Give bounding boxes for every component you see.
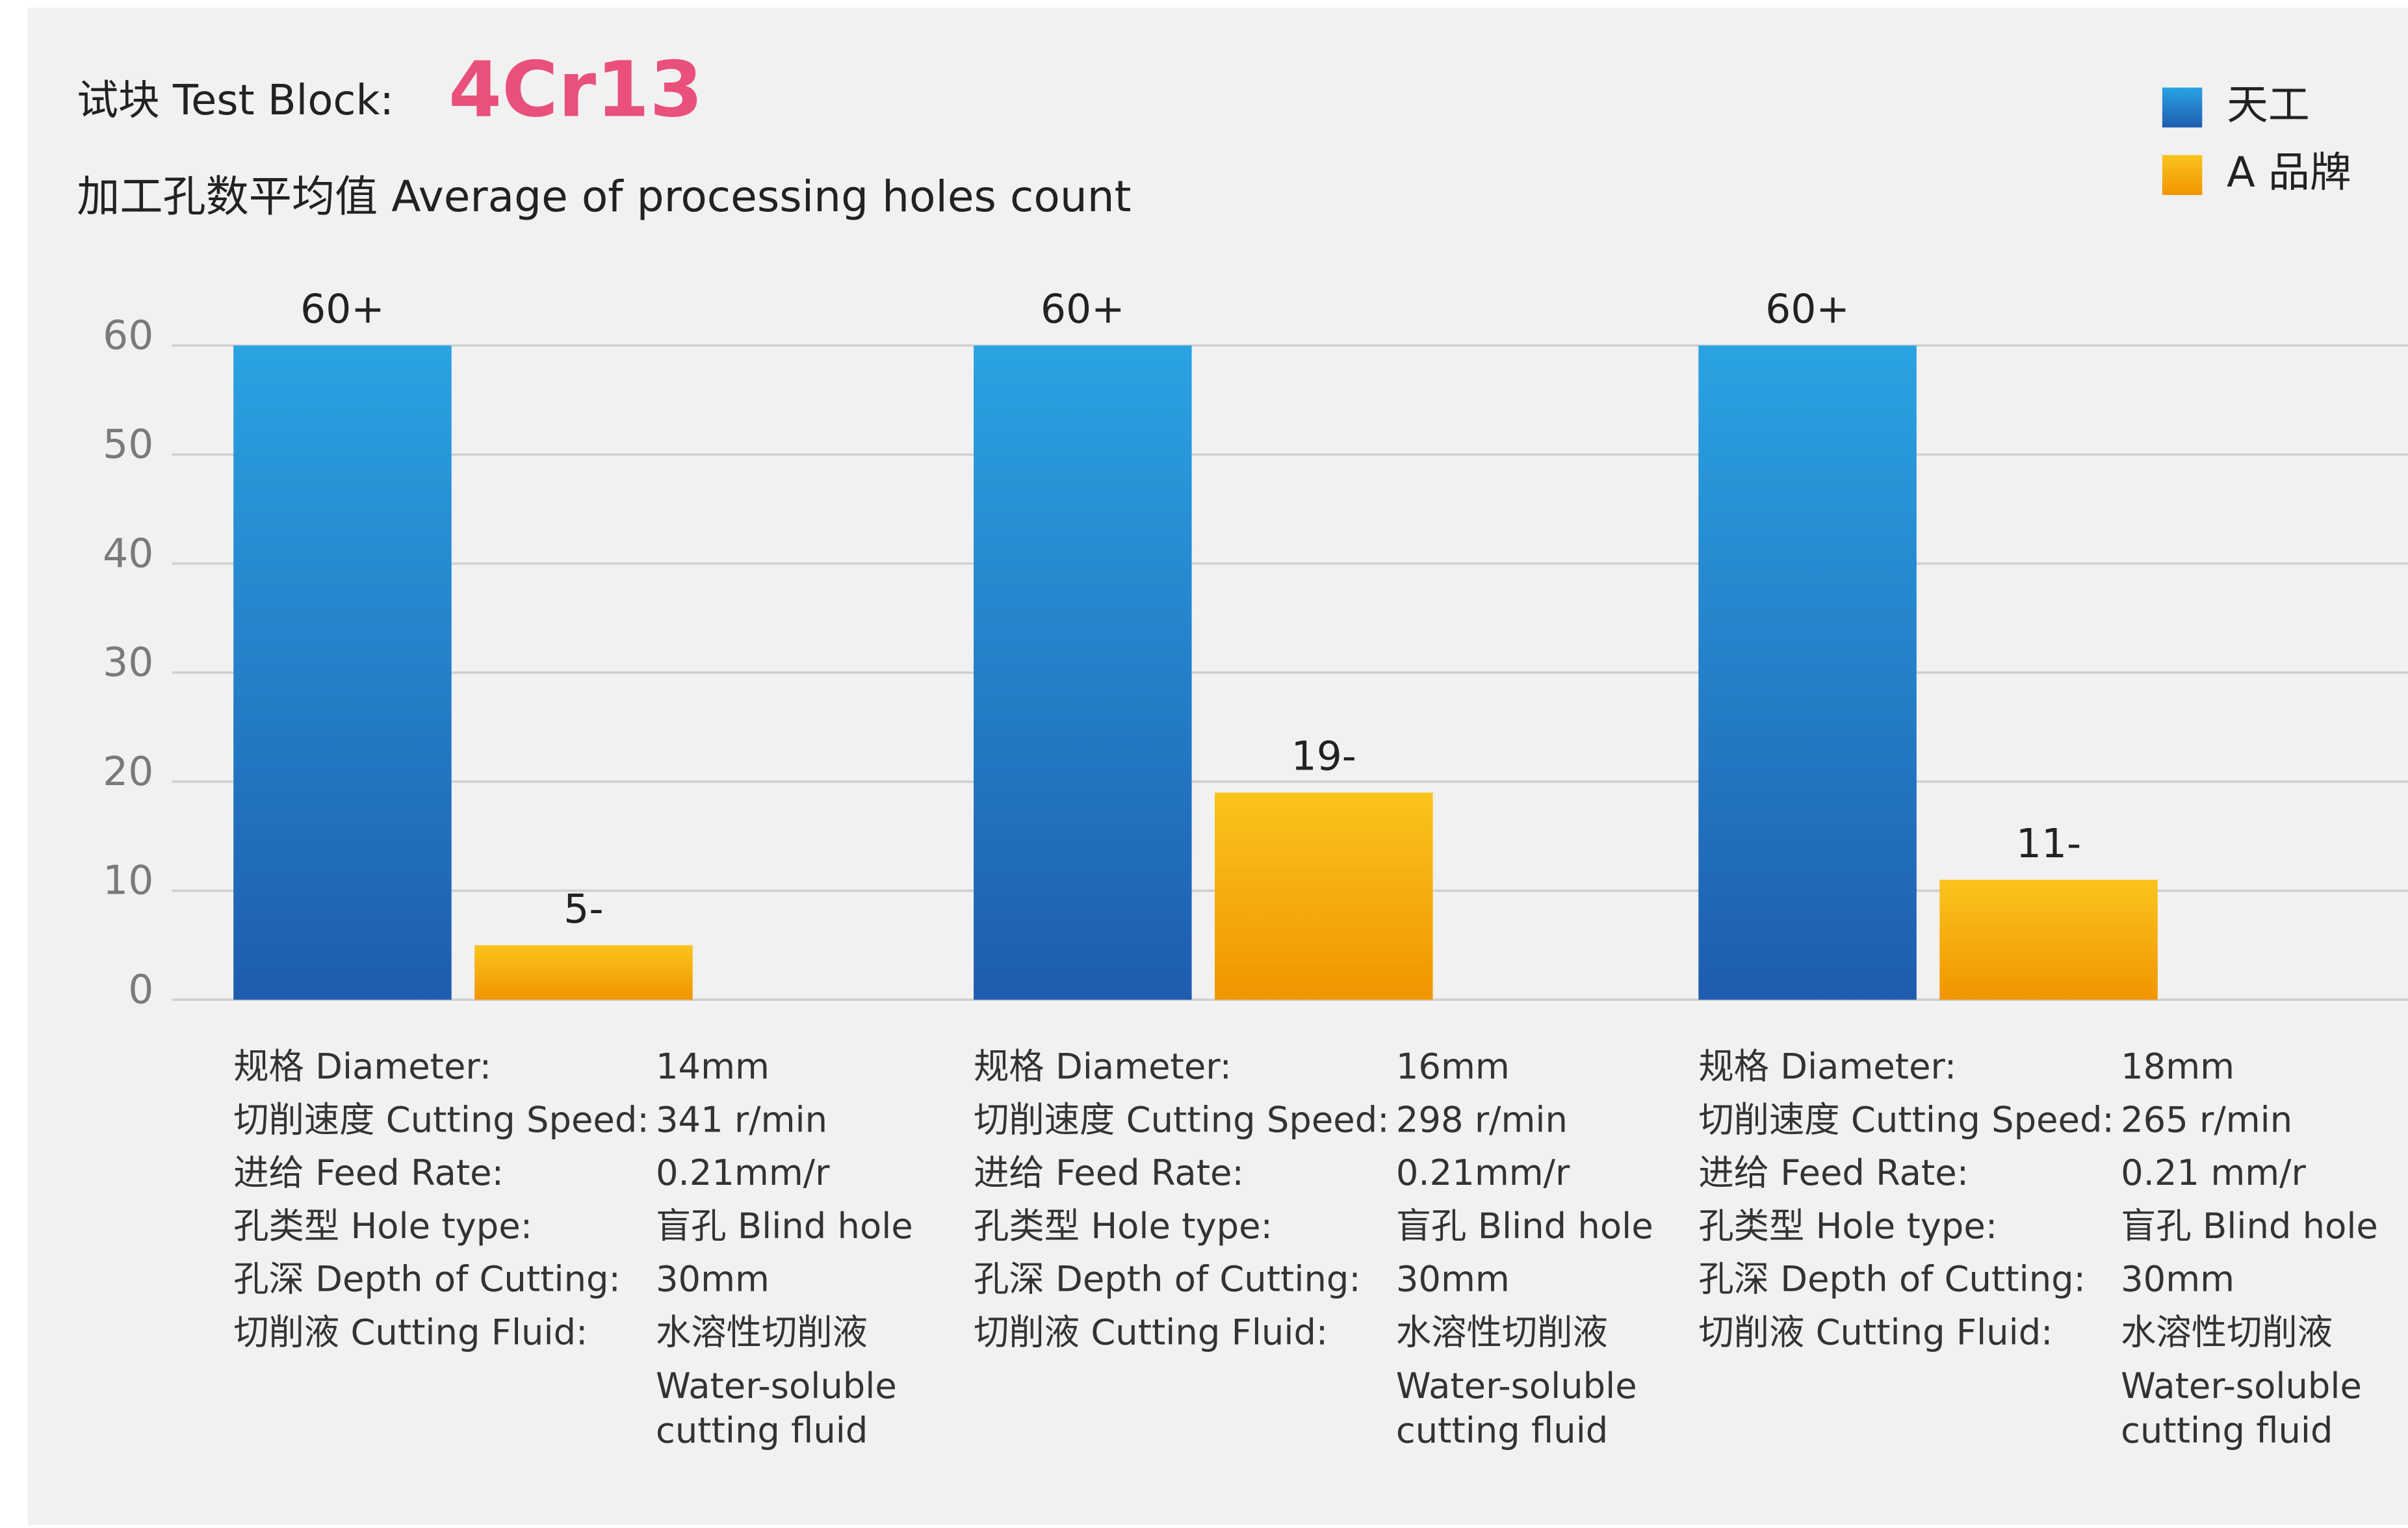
- value-label: 5-: [563, 886, 603, 932]
- spec-value: 水溶性切削液: [656, 1312, 868, 1353]
- spec-value: 盲孔 Blind hole: [1396, 1206, 1653, 1247]
- spec-value: 341 r/min: [656, 1099, 827, 1140]
- spec-label: 进给 Feed Rate:: [233, 1152, 504, 1193]
- spec-label: 孔类型 Hole type:: [233, 1206, 532, 1247]
- spec-label: 切削液 Cutting Fluid:: [974, 1312, 1328, 1353]
- spec-label: 进给 Feed Rate:: [1698, 1152, 1969, 1193]
- bar: [1939, 879, 2158, 1000]
- spec-label: 切削液 Cutting Fluid:: [233, 1312, 588, 1353]
- legend-label: 天工: [2227, 81, 2310, 129]
- spec-label: 规格 Diameter:: [974, 1046, 1232, 1087]
- spec-label: 孔类型 Hole type:: [1698, 1206, 1997, 1247]
- spec-value: 0.21 mm/r: [2121, 1152, 2306, 1193]
- bar: [233, 345, 452, 1000]
- spec-value: 14mm: [656, 1046, 770, 1087]
- spec-label: 规格 Diameter:: [1698, 1046, 1956, 1087]
- y-tick-label: 10: [103, 858, 153, 904]
- y-tick-label: 60: [103, 313, 153, 359]
- spec-value: cutting fluid: [2121, 1410, 2333, 1451]
- bar: [1698, 345, 1917, 1000]
- spec-value: 30mm: [1396, 1259, 1510, 1300]
- y-tick-label: 40: [103, 530, 153, 576]
- spec-label: 切削液 Cutting Fluid:: [1698, 1312, 2052, 1353]
- spec-value: 18mm: [2121, 1046, 2234, 1087]
- spec-value: 盲孔 Blind hole: [656, 1206, 913, 1247]
- spec-label: 孔深 Depth of Cutting:: [1698, 1259, 2086, 1300]
- chart-title: 试块 Test Block:: [77, 77, 394, 125]
- spec-value: 30mm: [656, 1259, 770, 1300]
- legend-swatch: [2162, 87, 2203, 128]
- spec-value: cutting fluid: [1396, 1410, 1608, 1451]
- title-highlight: 4Cr13: [448, 45, 703, 135]
- spec-value: cutting fluid: [656, 1410, 868, 1451]
- bar: [974, 345, 1192, 1000]
- spec-value: 盲孔 Blind hole: [2121, 1206, 2378, 1247]
- spec-value: 298 r/min: [1396, 1099, 1568, 1140]
- spec-value: 0.21mm/r: [656, 1152, 830, 1193]
- spec-value: 30mm: [2121, 1259, 2234, 1300]
- spec-label: 切削速度 Cutting Speed:: [233, 1099, 649, 1140]
- spec-value: 265 r/min: [2121, 1099, 2292, 1140]
- value-label: 11-: [2016, 821, 2081, 867]
- value-label: 19-: [1291, 734, 1356, 780]
- bar: [1215, 792, 1433, 1000]
- spec-value: 水溶性切削液: [1396, 1312, 1608, 1353]
- spec-label: 进给 Feed Rate:: [974, 1152, 1244, 1193]
- spec-label: 切削速度 Cutting Speed:: [1698, 1099, 2114, 1140]
- bar: [474, 945, 693, 1000]
- spec-label: 孔深 Depth of Cutting:: [974, 1259, 1361, 1300]
- chart-subtitle: 加工孔数平均值 Average of processing holes coun…: [77, 172, 1131, 222]
- legend-label: A 品牌: [2227, 149, 2351, 197]
- spec-value: Water-soluble: [1396, 1366, 1637, 1406]
- spec-label: 切削速度 Cutting Speed:: [974, 1099, 1389, 1140]
- spec-value: 水溶性切削液: [2121, 1312, 2333, 1353]
- legend-swatch: [2162, 155, 2203, 196]
- spec-value: Water-soluble: [656, 1366, 897, 1406]
- spec-value: Water-soluble: [2121, 1366, 2362, 1406]
- spec-label: 孔类型 Hole type:: [974, 1206, 1273, 1247]
- spec-label: 孔深 Depth of Cutting:: [233, 1259, 621, 1300]
- value-label: 60+: [300, 287, 385, 333]
- y-tick-label: 50: [103, 422, 153, 468]
- y-tick-label: 20: [103, 749, 153, 795]
- spec-value: 16mm: [1396, 1046, 1510, 1087]
- y-tick-label: 0: [128, 966, 153, 1013]
- spec-label: 规格 Diameter:: [233, 1046, 491, 1087]
- spec-value: 0.21mm/r: [1396, 1152, 1570, 1193]
- value-label: 60+: [1765, 287, 1850, 333]
- value-label: 60+: [1041, 287, 1125, 333]
- y-tick-label: 30: [103, 640, 153, 686]
